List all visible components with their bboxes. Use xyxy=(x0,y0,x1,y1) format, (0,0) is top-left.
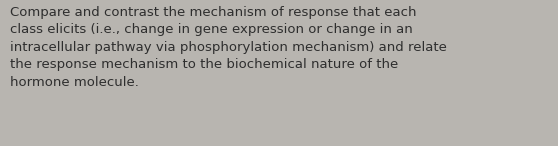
Text: Compare and contrast the mechanism of response that each
class elicits (i.e., ch: Compare and contrast the mechanism of re… xyxy=(10,6,447,89)
